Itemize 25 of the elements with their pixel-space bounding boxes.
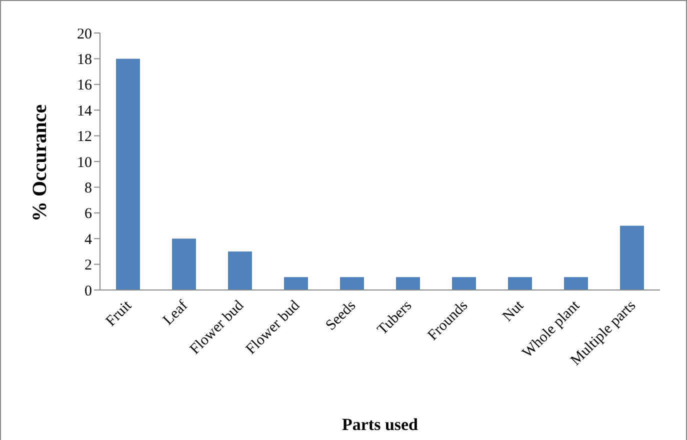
y-tick-label: 10 [77, 154, 92, 171]
bar [116, 58, 140, 290]
y-tick-label: 6 [84, 206, 92, 222]
y-tick-label: 0 [84, 283, 92, 300]
y-tick-label: 2 [84, 258, 92, 274]
bar [452, 277, 476, 290]
y-tick-label: 18 [77, 52, 92, 68]
bar [620, 226, 644, 290]
x-tick-label: Nut [500, 297, 528, 325]
bar [564, 277, 588, 290]
y-tick-label: 12 [77, 129, 92, 146]
bar [172, 238, 196, 290]
y-tick-label: 20 [77, 26, 92, 42]
y-axis-title: % Occurance [29, 104, 52, 222]
bar [228, 251, 252, 290]
x-tick-label: Fruit [103, 297, 136, 330]
y-tick-label: 16 [77, 78, 92, 94]
y-tick-label: 8 [84, 180, 92, 197]
x-axis-title: Parts used [342, 415, 419, 434]
bar [508, 277, 532, 290]
bar [340, 277, 364, 290]
bar [396, 277, 420, 290]
y-tick-label: 4 [84, 232, 92, 248]
y-tick-label: 14 [77, 103, 92, 120]
bar [284, 277, 308, 290]
